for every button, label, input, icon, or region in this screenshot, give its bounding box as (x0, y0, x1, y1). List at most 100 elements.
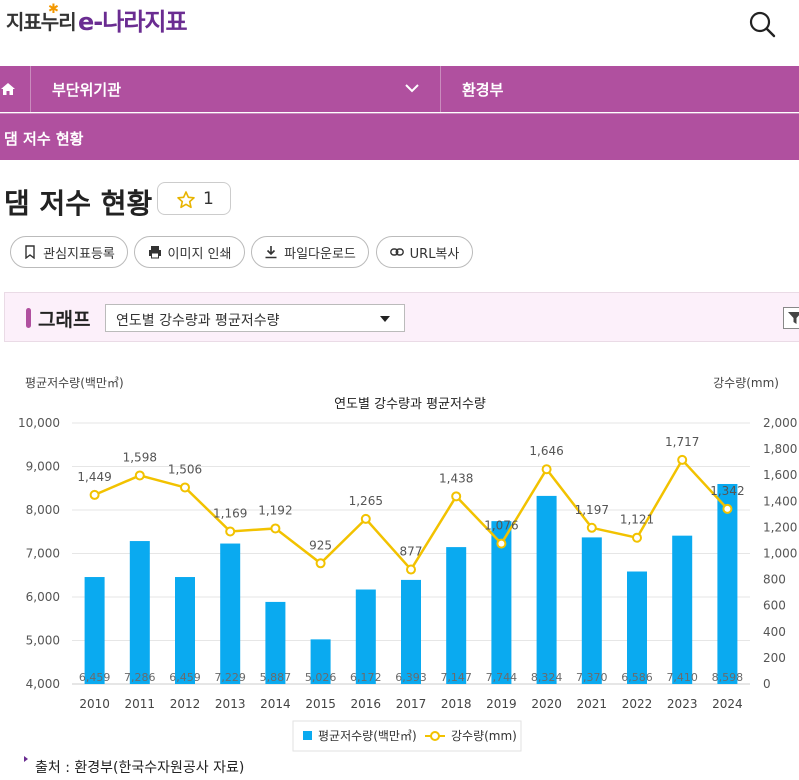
bar-value-label: 7,410 (666, 671, 698, 684)
rainfall-point-2011 (134, 470, 145, 481)
bar-2024 (717, 483, 738, 684)
bar-2021 (581, 537, 602, 684)
x-tick-label: 2013 (215, 697, 246, 711)
left-tick-label: 10,000 (18, 416, 60, 430)
favorite-button[interactable]: 1 (157, 182, 231, 215)
rainfall-point-2023 (677, 454, 688, 465)
rainfall-point-2010 (89, 489, 100, 500)
x-tick-label: 2022 (622, 697, 653, 711)
rainfall-value-label: 877 (400, 545, 423, 559)
rainfall-value-label: 1,265 (349, 494, 383, 508)
filter-icon (788, 312, 799, 324)
bar-2019 (491, 521, 512, 684)
bar-2022 (627, 571, 647, 684)
bar-value-label: 7,229 (214, 671, 246, 684)
rainfall-value-label: 1,449 (77, 470, 111, 484)
left-tick-label: 9,000 (26, 460, 60, 474)
rainfall-point-2022 (632, 532, 642, 543)
rainfall-point-2012 (180, 482, 190, 493)
x-tick-label: 2024 (712, 697, 743, 711)
rainfall-value-label: 1,342 (710, 484, 744, 498)
ministry-link[interactable]: 환경부 (462, 81, 504, 99)
left-tick-label: 4,000 (26, 677, 60, 691)
download-button[interactable]: 파일다운로드 (251, 236, 369, 268)
right-tick-label: 1,200 (763, 520, 797, 534)
rainfall-value-label: 1,598 (123, 450, 157, 464)
brand-star-icon: ✱ (48, 2, 59, 17)
bar-2010 (84, 577, 105, 684)
home-button[interactable] (0, 66, 31, 112)
bar-2012 (175, 577, 195, 684)
x-tick-label: 2020 (531, 697, 562, 711)
left-axis-label: 평균저수량(백만㎥) (25, 376, 124, 390)
bar-value-label: 7,744 (486, 671, 518, 684)
legend-line-label: 강수량(mm) (451, 729, 517, 743)
nav-divider (440, 66, 441, 112)
x-tick-label: 2011 (125, 697, 156, 711)
rainfall-point-2021 (586, 522, 597, 533)
page-title: 댐 저수 현황 (4, 187, 153, 220)
x-tick-label: 2010 (79, 697, 110, 711)
star-icon (177, 191, 195, 209)
bar-value-label: 8,324 (531, 671, 563, 684)
rainfall-value-label: 1,192 (258, 503, 292, 517)
legend-box (292, 720, 522, 752)
right-tick-label: 2,000 (763, 416, 797, 430)
brand-logo-enara[interactable]: e-나라지표 (78, 8, 188, 36)
bar-value-label: 5,026 (305, 671, 337, 684)
brand-logo-jipyonuri[interactable]: 지표누리 (6, 10, 77, 34)
bookmark-icon (25, 245, 35, 259)
breadcrumb[interactable]: 댐 저수 현황 (4, 130, 84, 148)
right-tick-label: 1,800 (763, 442, 797, 456)
legend-bar-label: 평균저수량(백만㎥) (318, 729, 417, 743)
bar-value-label: 6,459 (79, 671, 111, 684)
breadcrumb-bar: 댐 저수 현황 (0, 113, 799, 160)
bar-value-label: 6,172 (350, 671, 382, 684)
rainfall-value-label: 1,506 (168, 462, 202, 476)
rainfall-value-label: 1,197 (575, 503, 609, 517)
rainfall-value-label: 1,717 (665, 435, 699, 449)
home-icon (1, 83, 15, 95)
right-tick-label: 800 (763, 573, 786, 587)
bar-value-label: 5,887 (260, 671, 292, 684)
right-tick-label: 1,400 (763, 494, 797, 508)
print-button[interactable]: 이미지 인쇄 (134, 236, 245, 268)
url-copy-button[interactable]: URL복사 (376, 236, 473, 268)
legend-bar-swatch (303, 731, 312, 740)
search-icon[interactable] (748, 10, 776, 38)
bar-value-label: 6,459 (169, 671, 201, 684)
left-tick-label: 8,000 (26, 503, 60, 517)
download-icon (265, 246, 277, 259)
chevron-down-icon[interactable] (404, 80, 420, 96)
left-tick-label: 6,000 (26, 590, 60, 604)
bar-value-label: 6,393 (395, 671, 427, 684)
bar-2017 (401, 579, 421, 684)
rainfall-value-label: 1,646 (529, 444, 563, 458)
bar-2013 (220, 543, 241, 684)
rainfall-point-2024 (722, 503, 733, 514)
filter-button[interactable] (783, 307, 799, 329)
chart-select-value: 연도별 강수량과 평균저수량 (116, 313, 280, 329)
right-tick-label: 1,600 (763, 468, 797, 482)
department-dropdown[interactable]: 부단위기관 (52, 81, 122, 99)
x-tick-label: 2018 (441, 697, 472, 711)
bar-value-label: 8,598 (712, 671, 744, 684)
x-tick-label: 2012 (170, 697, 201, 711)
bar-value-label: 7,147 (440, 671, 472, 684)
right-tick-label: 1,000 (763, 547, 797, 561)
bar-2014 (265, 601, 286, 684)
rainfall-point-2016 (360, 513, 371, 524)
register-button[interactable]: 관심지표등록 (10, 236, 128, 268)
x-tick-label: 2023 (667, 697, 698, 711)
rainfall-point-2015 (315, 558, 326, 569)
bar-2018 (446, 547, 467, 684)
rainfall-value-label: 925 (309, 538, 332, 552)
bar-2016 (355, 589, 376, 684)
source-note: 출처 : 환경부(한국수자원공사 자료) (35, 760, 245, 776)
x-tick-label: 2017 (396, 697, 427, 711)
bar-2020 (536, 495, 557, 684)
section-marker (26, 308, 31, 328)
chart-select[interactable]: 연도별 강수량과 평균저수량 (105, 304, 405, 332)
x-tick-label: 2015 (305, 697, 336, 711)
left-tick-label: 5,000 (26, 634, 60, 648)
